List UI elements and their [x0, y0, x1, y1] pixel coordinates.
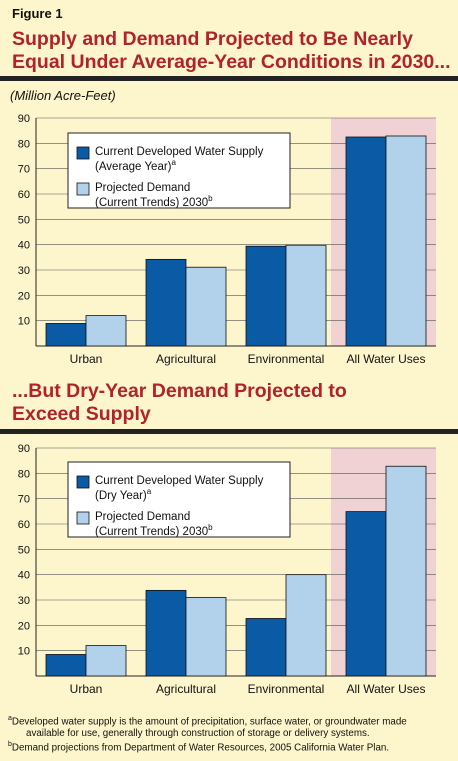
chart2-demand-bar [185, 597, 227, 677]
chart2-supply-bar [45, 654, 87, 677]
chart2-title-line2: Exceed Supply [12, 403, 151, 425]
chart2-ytick-label: 20 [18, 620, 30, 632]
chart2-category-label: All Water Uses [347, 682, 426, 696]
chart2-ytick-label: 30 [18, 595, 30, 607]
chart1-legend-label-line2: (Average Year)a [95, 158, 177, 173]
chart2-category-label: Environmental [248, 682, 325, 696]
chart1-demand-bar [285, 244, 327, 347]
chart2-ytick-label: 10 [18, 646, 30, 658]
chart1-title-line1: Supply and Demand Projected to Be Nearly [12, 28, 413, 50]
units-label: (Million Acre-Feet) [10, 88, 116, 103]
chart1-category-label: All Water Uses [347, 352, 426, 366]
chart1-ytick-label: 80 [18, 138, 30, 150]
chart2-category-label: Agricultural [156, 682, 216, 696]
chart2-legend-box [67, 461, 291, 538]
chart1-ytick-label: 60 [18, 189, 30, 201]
footnote-a-text-2: available for use, generally through con… [26, 727, 370, 739]
divider-rule-top [0, 76, 458, 81]
chart1-demand-bar [385, 135, 427, 347]
footnote-b-text: Demand projections from Department of Wa… [11, 742, 390, 754]
chart1-legend-superscript: a [172, 158, 177, 167]
chart2-ytick-label: 70 [18, 494, 30, 506]
chart1-legend-label-line2: (Current Trends) 2030b [95, 194, 213, 209]
chart1-ytick-label: 20 [18, 290, 30, 302]
chart1-category-label: Environmental [248, 352, 325, 366]
chart2-ytick-label: 80 [18, 468, 30, 480]
chart2-demand-bar [285, 574, 327, 677]
footnote-b-marker: b [8, 741, 12, 749]
chart1-legend-box [67, 132, 291, 209]
footnote-a: aDeveloped water supply is the amount of… [8, 713, 454, 728]
chart1-legend-label: Projected Demand [95, 182, 190, 194]
chart1-ytick-label: 90 [18, 113, 30, 125]
chart1-supply-bar [145, 258, 187, 347]
chart2-title-line1: ...But Dry-Year Demand Projected to [12, 380, 347, 402]
chart2-legend-superscript: a [147, 487, 152, 496]
chart1-ytick-label: 40 [18, 240, 30, 252]
chart1-ytick-label: 50 [18, 214, 30, 226]
chart2-supply-bar [145, 589, 187, 677]
chart2-legend-label: Projected Demand [95, 511, 190, 523]
footnote-a-marker: a [8, 715, 12, 722]
chart1-legend-swatch-supply [76, 146, 90, 160]
chart2-supply-bar [345, 511, 387, 677]
chart2-legend-label: Current Developed Water Supply [95, 475, 264, 487]
header-strip [0, 0, 458, 75]
chart1-category-label: Agricultural [156, 352, 216, 366]
chart2-category-label: Urban [70, 682, 103, 696]
divider-rule-middle [0, 429, 458, 434]
footnote-a-text-1: Developed water supply is the amount of … [11, 716, 407, 728]
chart1-ytick-label: 10 [18, 316, 30, 328]
footnote-a-cont: available for use, generally through con… [8, 728, 454, 740]
chart1-svg: 10 20 30 40 50 60 70 80 90 Urban Agricultural Envir… [18, 113, 436, 366]
chart2-demand-bar [385, 465, 427, 677]
chart2-ytick-label: 40 [18, 570, 30, 582]
chart1-supply-bar [45, 323, 87, 347]
chart1-legend-swatch-demand [76, 182, 90, 196]
chart2-demand-bar [85, 645, 127, 677]
chart1-supply-bar [245, 245, 287, 347]
chart1-demand-bar [85, 315, 127, 347]
chart1-category-label: Urban [70, 352, 103, 366]
chart1-legend-label: Current Developed Water Supply [95, 146, 264, 158]
chart2-svg: 10 20 30 40 50 60 70 80 90 Urban Agricultural Envir… [18, 443, 436, 696]
footnotes: aDeveloped water supply is the amount of… [8, 713, 454, 754]
figure-label: Figure 1 [12, 6, 63, 21]
chart2-supply-bar [245, 618, 287, 677]
chart2-legend-label-line2: (Current Trends) 2030b [95, 523, 213, 538]
chart2-ytick-label: 60 [18, 519, 30, 531]
chart1-title-line2: Equal Under Average-Year Conditions in 2… [12, 51, 451, 73]
chart1-legend-superscript: b [208, 194, 213, 203]
chart1-supply-bar [345, 136, 387, 347]
chart2-ytick-label: 90 [18, 443, 30, 455]
chart1-demand-bar [185, 266, 227, 347]
chart1-ytick-label: 30 [18, 265, 30, 277]
chart2-legend-swatch-demand [76, 511, 90, 525]
chart2-legend-superscript: b [208, 523, 213, 532]
footnote-b: bDemand projections from Department of W… [8, 739, 454, 754]
chart2-ytick-label: 50 [18, 544, 30, 556]
chart2-legend-swatch-supply [76, 475, 90, 489]
chart2-legend-label-line2: (Dry Year)a [95, 487, 152, 502]
chart1-ytick-label: 70 [18, 164, 30, 176]
